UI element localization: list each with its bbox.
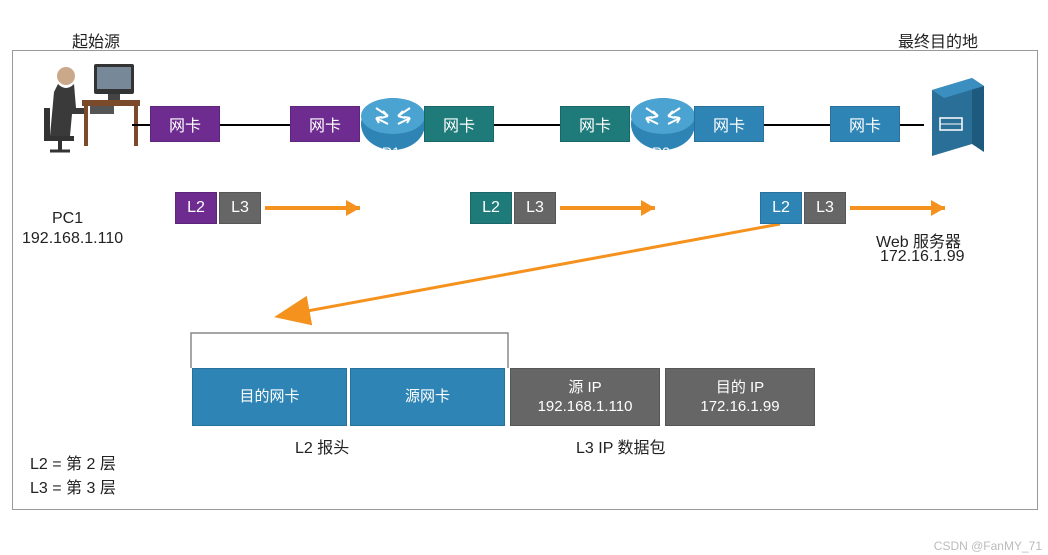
detail-src-nic: 源网卡 xyxy=(350,368,505,426)
detail-src-ip: 源 IP192.168.1.110 xyxy=(510,368,660,426)
detail-dst-ip: 目的 IP172.16.1.99 xyxy=(665,368,815,426)
detail-dest-nic: 目的网卡 xyxy=(192,368,347,426)
flow-arrow xyxy=(0,0,1048,555)
